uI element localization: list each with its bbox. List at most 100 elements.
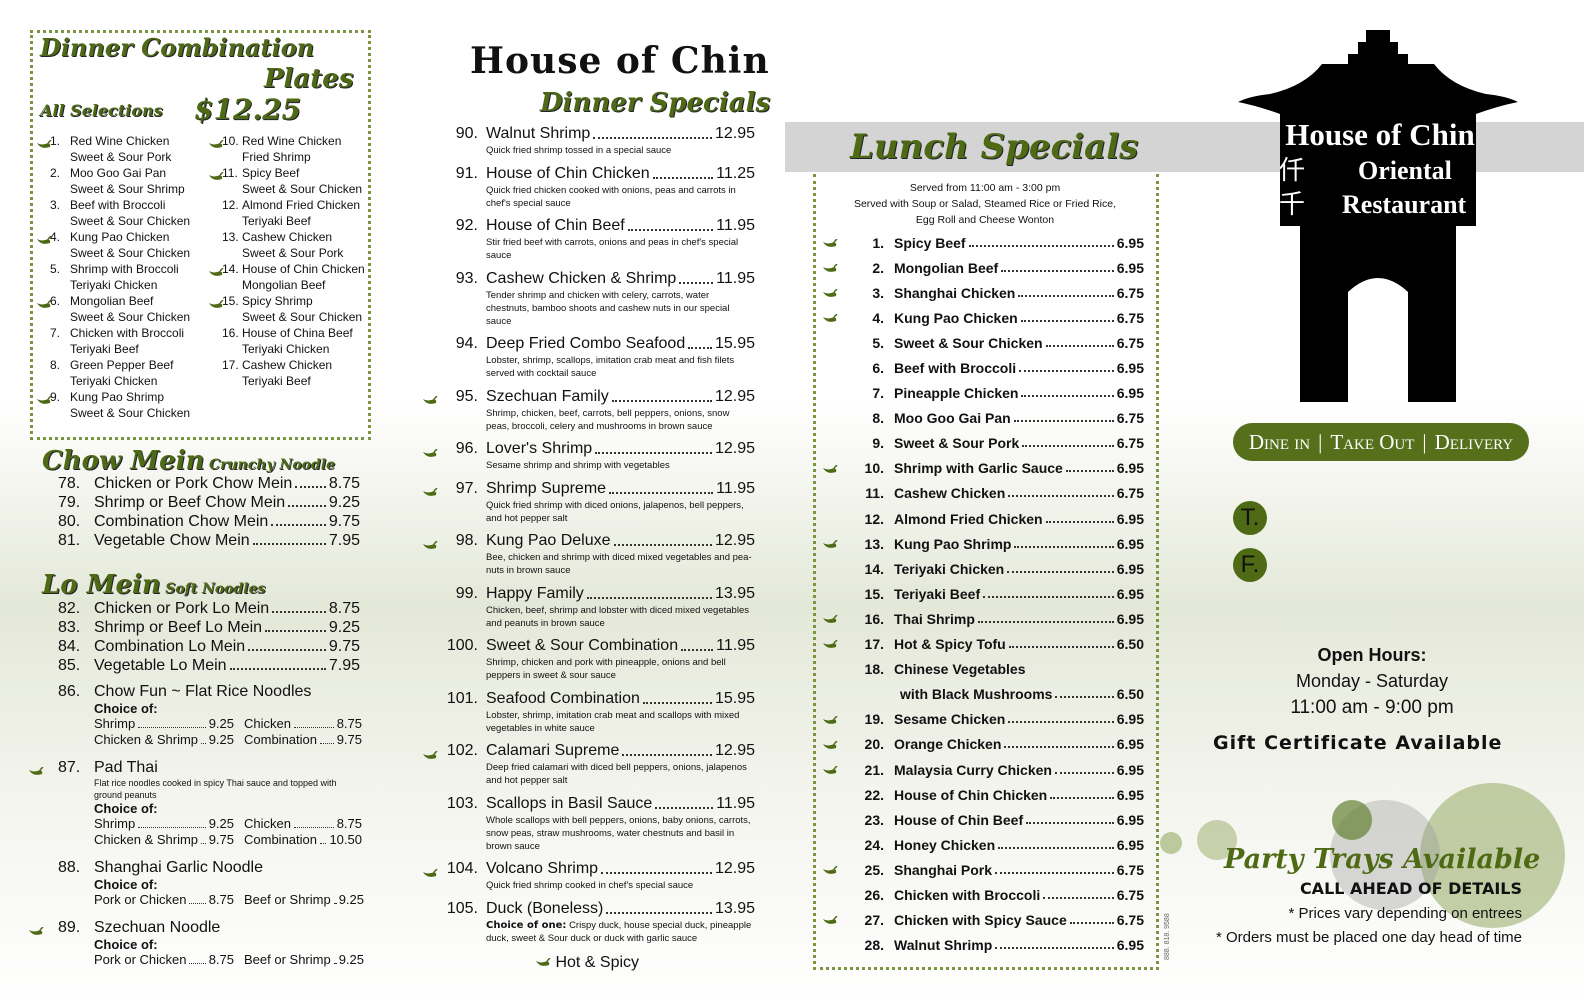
menu-item: 82. Chicken or Pork Lo Mein 8.75 [58,599,360,618]
lunch-item: 6. Beef with Broccoli 6.95 [822,355,1144,380]
item-name: Kung Pao Chicken [894,309,1018,326]
pepper-icon [823,464,838,473]
item-number: 25. [864,861,884,878]
pagoda-sign [1238,30,1518,402]
item-number: 18. [864,661,884,678]
lunch-item: 12. Almond Fried Chicken 6.95 [822,506,1144,531]
item-entree-1: Moo Goo Gai Pan [70,166,167,180]
lunch-item: 1. Spicy Beef 6.95 [822,230,1144,255]
item-entree-2: Teriyaki Beef [242,214,311,228]
chow-mein-heading: Chow Mein Crunchy Noodle [42,448,335,474]
item-description: Whole scallops with bell peppers, onions… [486,814,751,852]
item-name: Sweet & Sour Chicken [894,334,1043,351]
lunch-served-with-2: Egg Roll and Cheese Wonton [915,214,1055,226]
item-description: Quick fried shrimp with diced onions, ja… [486,499,744,524]
item-price: 12.95 [714,532,755,550]
lunch-item: 26. Chicken with Broccoli 6.75 [822,882,1144,907]
services-banner: Dine in | Take Out | Delivery [1233,423,1529,461]
lo-mein-subtitle: Soft Noodles [165,581,266,597]
party-note-1: * Prices vary depending on entrees [1288,905,1522,922]
item-number: 88. [58,859,81,876]
combination-item: 10. Red Wine Chicken Fried Shrimp [208,133,368,165]
item-description: Tender shrimp and chicken with celery, c… [486,289,730,327]
lunch-box [813,174,1159,970]
item-name: Chicken or Pork Chow Mein [94,475,293,492]
item-price: 6.75 [1116,912,1144,929]
item-description: Crispy duck, house special duck, pineapp… [486,919,752,944]
lunch-item: 17. Hot & Spicy Tofu 6.50 [822,632,1144,657]
item-price: 7.95 [328,657,360,674]
item-price: 6.95 [1116,937,1144,954]
item-price: 6.75 [1116,435,1144,452]
item-description: Stir fried beef with carrots, onions and… [486,237,739,262]
item-number: 17. [222,358,239,372]
menu-item: 81. Vegetable Chow Mein 7.95 [58,531,360,550]
pepper-icon [209,171,224,180]
item-number: 3. [872,284,884,301]
dinner-item: 103. Scallops in Basil Sauce 11.95 Whole sc… [420,794,755,853]
item-description: Deep fried calamari with diced bell pepp… [486,762,747,787]
item-entree-1: Green Pepper Beef [70,358,174,372]
lunch-item: 5. Sweet & Sour Chicken 6.75 [822,330,1144,355]
item-price: 6.95 [1116,259,1144,276]
item-price: 6.95 [1116,610,1144,627]
item-number: 82. [58,600,81,617]
option-name: Shrimp [94,816,136,831]
item-entree-1: Shrimp with Broccoli [70,262,179,276]
lo-mein-title: Lo Mein [42,570,161,600]
pepper-icon [823,539,838,548]
lunch-item: 13. Kung Pao Shrimp 6.95 [822,531,1144,556]
lunch-item: 9. Sweet & Sour Pork 6.75 [822,431,1144,456]
pepper-icon [29,926,44,935]
item-price: 6.75 [1116,485,1144,502]
lunch-item: 10. Shrimp with Garlic Sauce 6.95 [822,456,1144,481]
hours-time: 11:00 am - 9:00 pm [1290,697,1454,718]
item-name: Thai Shrimp [894,610,975,627]
item-number: 19. [864,711,884,728]
option-name: Chicken [244,816,291,831]
item-entree-2: Mongolian Beef [242,278,326,292]
dinner-item: 95. Szechuan Family 12.95 Shrimp, chicken, … [420,387,755,433]
item-entree-2: Sweet & Sour Shrimp [70,182,185,196]
combination-item: 2. Moo Goo Gai Pan Sweet & Sour Shrimp [36,165,206,197]
item-name: Shanghai Garlic Noodle [94,859,263,876]
item-price: 6.75 [1116,309,1144,326]
item-number: 10. [222,134,239,148]
item-name: Kung Pao Shrimp [894,535,1012,552]
lunch-item-cont: with Black Mushrooms 6.50 [822,682,1144,707]
item-name: Szechuan Family [486,387,609,405]
item-entree-1: Kung Pao Shrimp [70,390,165,404]
item-entree-1: Mongolian Beef [70,294,154,308]
pepper-icon [823,289,838,297]
option-name: Beef or Shrimp [244,892,331,907]
combination-item: 5. Shrimp with Broccoli Teriyaki Chicken [36,261,206,293]
item-name: Seafood Combination [486,689,640,707]
sign-restaurant: Restaurant [1342,190,1467,219]
item-price: 11.95 [716,794,755,812]
item-price: 6.75 [1116,861,1144,878]
menu-item: 83. Shrimp or Beef Lo Mein 9.25 [58,618,360,637]
phone-vertical: 888. 818. 9588 [1164,913,1171,960]
item-name: House of Chin Chicken [894,786,1048,803]
choice-label: Choice of: [94,937,158,952]
item-number: 89. [58,919,81,936]
pepper-icon [823,238,838,247]
combination-item: 17. Cashew Chicken Teriyaki Beef [208,357,368,389]
pepper-icon [536,957,551,966]
item-number: 28. [864,937,884,954]
dinner-item: 101. Seafood Combination 15.95 Lobster, shr… [420,689,755,735]
item-entree-2: Teriyaki Beef [70,342,139,356]
item-price: 11.25 [716,164,755,182]
item-number: 7. [872,385,884,402]
noodle-item: 89. Szechuan Noodle Choice of: Pork or Chic… [28,918,364,968]
hours-block: Open Hours: Monday - Saturday 11:00 am -… [1222,642,1522,722]
item-name: Orange Chicken [894,736,1002,753]
pepper-icon [423,396,438,405]
item-name: Deep Fried Combo Seafood [486,335,686,353]
item-price: 7.95 [328,532,360,549]
item-name: House of Chin Beef [894,811,1024,828]
item-number: 4. [872,309,884,326]
pepper-icon [423,751,438,760]
option-price: 9.25 [338,892,365,907]
item-price: 9.75 [328,513,360,530]
